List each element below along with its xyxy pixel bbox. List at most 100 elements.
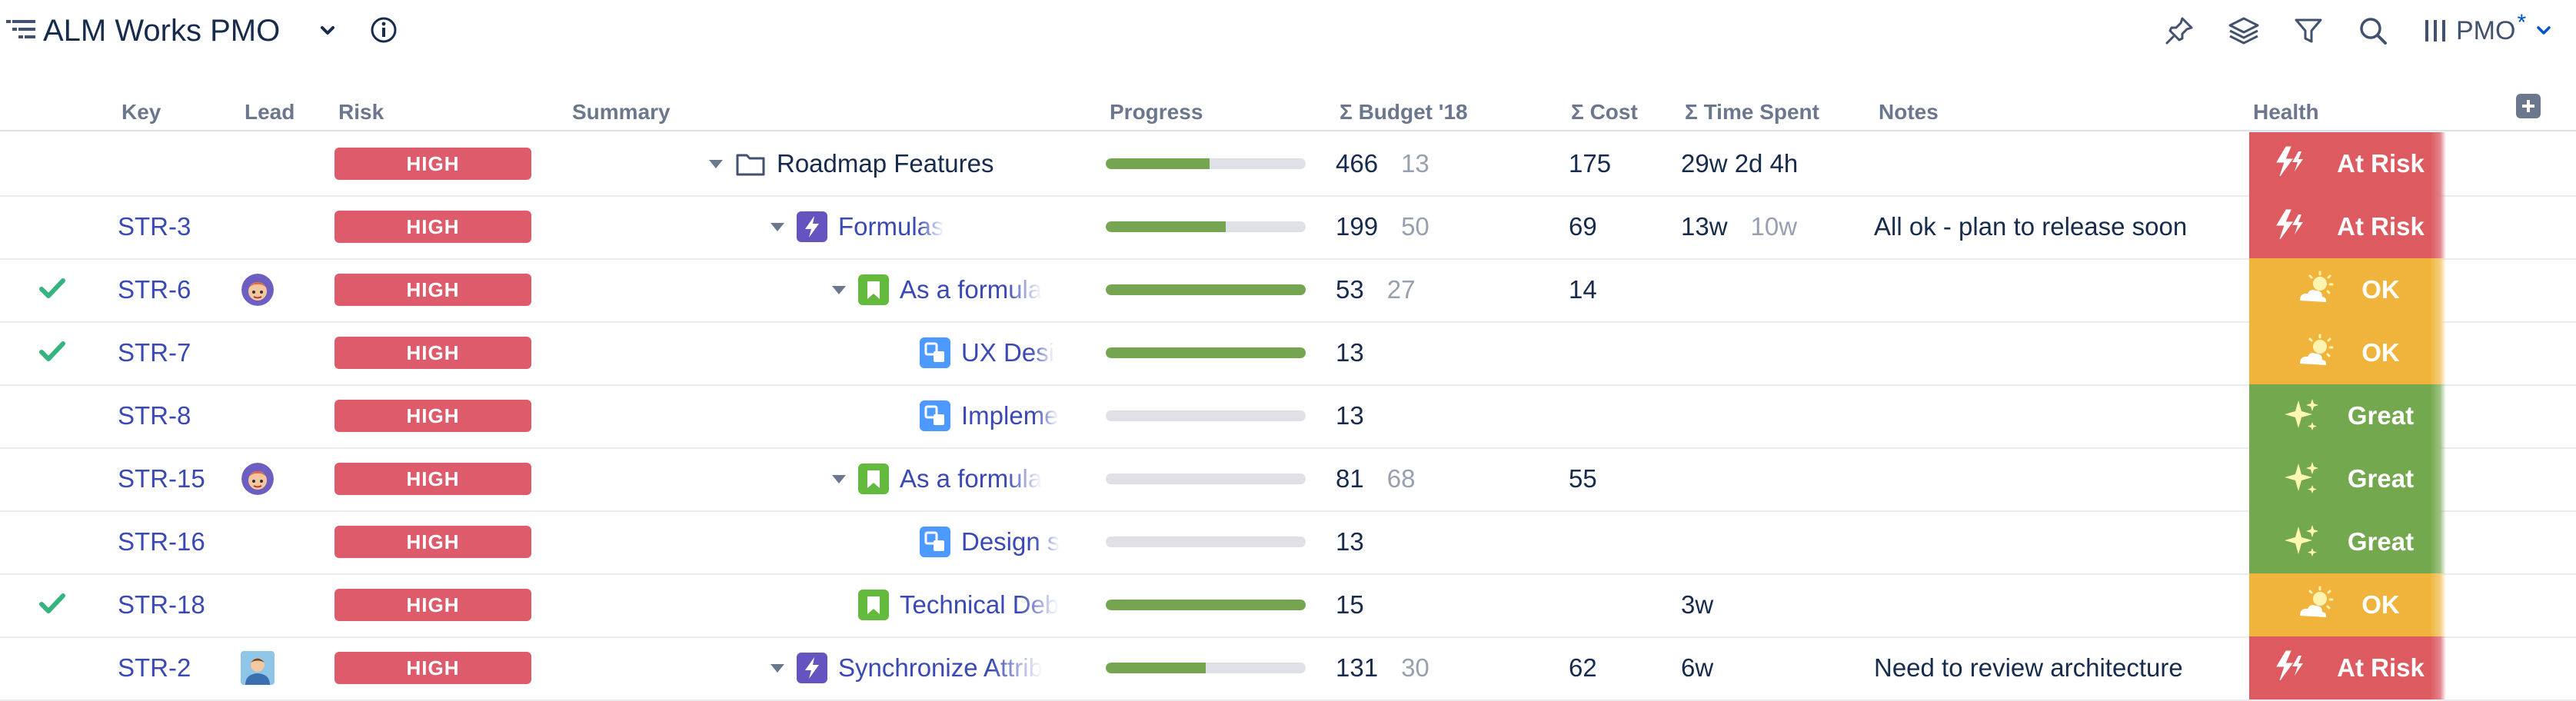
info-icon[interactable] — [369, 15, 398, 45]
filter-icon[interactable] — [2291, 14, 2325, 48]
header-divider — [0, 130, 2576, 131]
progress-cell — [1106, 573, 1306, 636]
health-badge: At Risk — [2249, 132, 2446, 195]
notes-cell[interactable] — [1874, 447, 2243, 510]
sparkles-icon — [2281, 459, 2321, 499]
summary-text[interactable]: Synchronize Attrib — [838, 653, 1043, 682]
add-column-icon[interactable] — [2516, 94, 2541, 118]
table-row[interactable]: STR-6 HIGH As a formula 53 27 14 OK — [0, 258, 2576, 323]
cost-cell — [1569, 384, 1661, 447]
issue-key-link[interactable]: STR-6 — [118, 275, 191, 304]
progress-bar — [1106, 410, 1306, 421]
story-icon — [858, 274, 889, 305]
issue-key-link[interactable]: STR-7 — [118, 338, 191, 367]
notes-cell[interactable] — [1874, 132, 2243, 195]
table-row[interactable]: STR-2 HIGH Synchronize Attrib 131 30 62 6w Need… — [0, 636, 2576, 701]
summary-text[interactable]: Impleme — [961, 401, 1059, 430]
notes-cell[interactable] — [1874, 384, 2243, 447]
chevron-down-icon[interactable] — [317, 20, 338, 42]
issue-key-link[interactable] — [118, 132, 225, 195]
time-spent-own: 10w — [1750, 212, 1798, 241]
expand-caret-icon[interactable] — [830, 470, 847, 487]
risk-badge: HIGH — [334, 211, 531, 243]
progress-cell — [1106, 384, 1306, 447]
column-header-key[interactable]: Key — [121, 100, 161, 124]
search-icon[interactable] — [2356, 14, 2390, 48]
issue-key-link[interactable]: STR-15 — [118, 464, 205, 493]
avatar[interactable] — [241, 463, 274, 495]
summary-text[interactable]: Technical Deb — [900, 590, 1060, 619]
table-row[interactable]: STR-18 HIGH Technical Deb 15 3w OK — [0, 573, 2576, 638]
notes-cell[interactable] — [1874, 321, 2243, 384]
summary-text[interactable]: Design s — [961, 527, 1060, 556]
expand-caret-icon[interactable] — [769, 218, 786, 235]
column-header-notes[interactable]: Notes — [1879, 100, 1939, 124]
notes-cell[interactable] — [1874, 510, 2243, 573]
notes-cell[interactable] — [1874, 573, 2243, 636]
summary-cell: Impleme — [892, 384, 1092, 447]
time-spent-cell: 6w — [1681, 636, 1865, 699]
folder-icon — [735, 148, 766, 179]
progress-fill — [1106, 221, 1226, 232]
table-row[interactable]: STR-7 HIGH UX Desi 13 OK — [0, 321, 2576, 386]
lead-cell — [238, 258, 277, 321]
summary-text[interactable]: Roadmap Features — [777, 149, 994, 178]
progress-cell — [1106, 132, 1306, 195]
column-header-progress[interactable]: Progress — [1110, 100, 1203, 124]
summary-text[interactable]: Formulas — [838, 212, 944, 241]
notes-cell[interactable] — [1874, 258, 2243, 321]
issue-key-link[interactable]: STR-18 — [118, 590, 205, 619]
layers-icon[interactable] — [2227, 14, 2261, 48]
checkmark-icon — [38, 276, 66, 304]
progress-bar — [1106, 284, 1306, 295]
issue-key-link[interactable]: STR-8 — [118, 401, 191, 430]
lead-cell — [238, 321, 277, 384]
subtask-icon — [920, 337, 950, 368]
avatar[interactable] — [241, 274, 274, 306]
progress-cell — [1106, 636, 1306, 699]
progress-fill — [1106, 600, 1306, 610]
column-header-lead[interactable]: Lead — [245, 100, 295, 124]
health-label: At Risk — [2337, 149, 2425, 178]
risk-badge: HIGH — [334, 148, 531, 180]
notes-cell[interactable]: Need to review architecture — [1874, 653, 2183, 682]
issue-key-link[interactable]: STR-3 — [118, 212, 191, 241]
summary-text[interactable]: As a formula — [900, 464, 1043, 493]
budget-own: 50 — [1401, 212, 1429, 241]
column-header-cost[interactable]: Σ Cost — [1571, 100, 1638, 124]
time-spent-total: 3w — [1681, 590, 1714, 619]
health-label: Great — [2347, 401, 2415, 430]
table-row[interactable]: STR-3 HIGH Formulas 199 50 69 13w 10w All ok - p… — [0, 195, 2576, 260]
table-row[interactable]: HIGH Roadmap Features 466 13 175 29w 2d 4h At … — [0, 132, 2576, 197]
issue-key-link[interactable]: STR-16 — [118, 527, 205, 556]
summary-text[interactable]: UX Desi — [961, 338, 1055, 367]
avatar[interactable] — [241, 651, 275, 685]
risk-cell: HIGH — [334, 510, 531, 573]
chevron-down-icon — [2537, 26, 2551, 35]
issue-key-link[interactable]: STR-2 — [118, 653, 191, 682]
budget-cell: 131 30 — [1336, 636, 1528, 699]
expand-caret-icon[interactable] — [830, 281, 847, 298]
expand-caret-icon[interactable] — [769, 659, 786, 676]
column-header-summary[interactable]: Summary — [572, 100, 671, 124]
column-header-budget[interactable]: Σ Budget '18 — [1340, 100, 1468, 124]
summary-cell: Technical Deb — [830, 573, 1092, 636]
column-header-time-spent[interactable]: Σ Time Spent — [1685, 100, 1819, 124]
column-header-health[interactable]: Health — [2253, 100, 2319, 124]
view-selector[interactable]: PMO * — [2422, 10, 2554, 51]
lead-cell — [238, 573, 277, 636]
budget-own: 30 — [1401, 653, 1429, 682]
table-row[interactable]: STR-16 HIGH Design s 13 Great — [0, 510, 2576, 575]
budget-total: 131 — [1336, 653, 1379, 682]
risk-badge: HIGH — [334, 400, 531, 432]
expand-caret-icon[interactable] — [707, 155, 724, 172]
lightning-icon — [2271, 207, 2311, 247]
table-row[interactable]: STR-15 HIGH As a formula 81 68 55 Great — [0, 447, 2576, 512]
structure-title[interactable]: ALM Works PMO — [43, 14, 281, 48]
column-header-risk[interactable]: Risk — [338, 100, 384, 124]
budget-own: 68 — [1386, 464, 1416, 493]
notes-cell[interactable]: All ok - plan to release soon — [1874, 212, 2188, 241]
pin-icon[interactable] — [2162, 14, 2196, 48]
table-row[interactable]: STR-8 HIGH Impleme 13 Great — [0, 384, 2576, 449]
summary-text[interactable]: As a formula — [900, 275, 1043, 304]
